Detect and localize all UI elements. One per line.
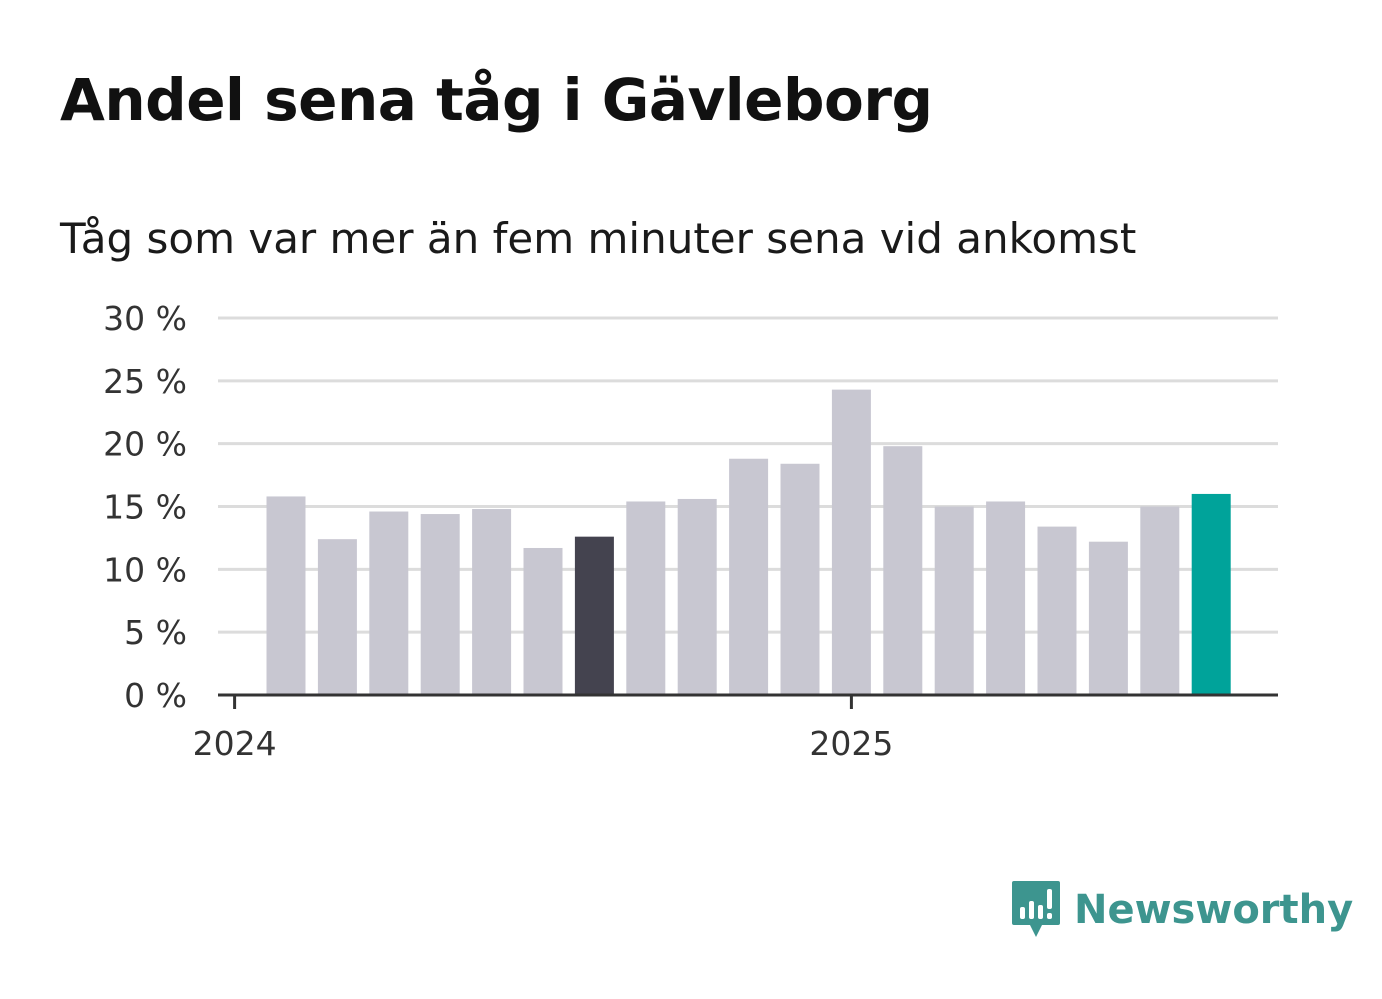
bar (831, 389, 871, 695)
y-tick-label: 20 % (103, 425, 187, 464)
x-axis (218, 693, 1278, 709)
bar (1140, 506, 1180, 695)
x-tick-label: 2024 (193, 724, 277, 763)
y-tick-label: 25 % (103, 362, 187, 401)
bar (420, 514, 460, 695)
bar (1037, 526, 1077, 695)
bar (729, 458, 769, 695)
bar (574, 536, 614, 695)
bar (472, 509, 512, 695)
brand-name: Newsworthy (1074, 887, 1354, 933)
y-tick-label: 5 % (124, 613, 187, 652)
y-tick-label: 10 % (103, 550, 187, 589)
bar (523, 547, 563, 695)
x-tick-label: 2025 (809, 724, 893, 763)
y-tick-label: 30 % (103, 299, 187, 338)
bar (677, 498, 717, 695)
bar (317, 539, 357, 695)
bar (780, 463, 820, 695)
newsworthy-logo-icon (1012, 881, 1060, 937)
bar (986, 501, 1026, 695)
bar (934, 506, 974, 695)
chart-subtitle: Tåg som var mer än fem minuter sena vid … (60, 214, 1137, 263)
bar (626, 501, 666, 695)
bars (266, 389, 1231, 695)
y-tick-label: 0 % (124, 676, 187, 715)
chart-title: Andel sena tåg i Gävleborg (60, 66, 933, 134)
bar (1191, 493, 1231, 695)
newsworthy-logo[interactable]: Newsworthy (1010, 878, 1353, 942)
bar (369, 511, 409, 695)
tick-labels: 0 % 5 % 10 % 15 % 20 % 25 % 30 % 2024 2025 (103, 299, 893, 763)
bar (883, 446, 923, 695)
y-tick-label: 15 % (103, 488, 187, 527)
bar (266, 496, 306, 695)
bar (1088, 541, 1128, 695)
